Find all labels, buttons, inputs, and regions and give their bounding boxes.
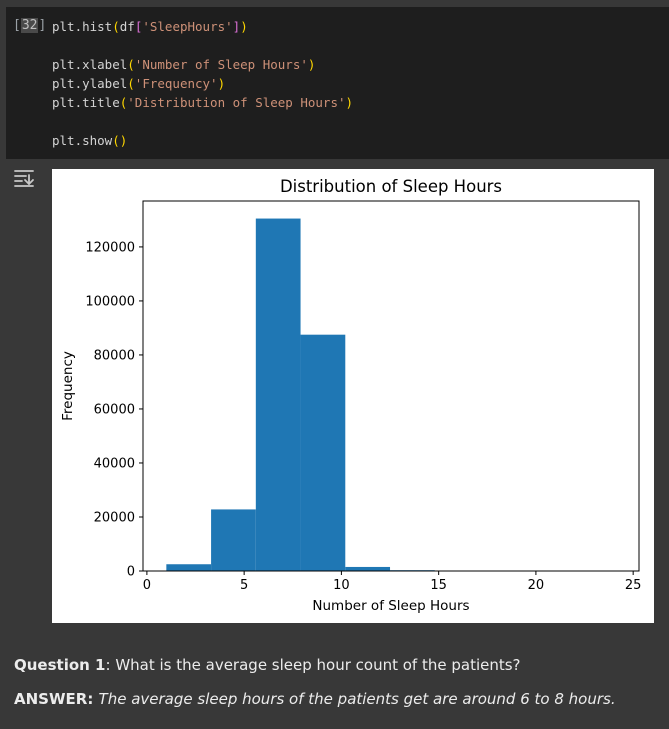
y-tick-label: 60000 <box>94 402 135 417</box>
code-line: plt.xlabel('Number of Sleep Hours') <box>52 57 316 72</box>
x-tick-label: 20 <box>528 578 545 593</box>
code-editor[interactable]: plt.hist(df['SleepHours']) plt.xlabel('Nu… <box>52 17 353 150</box>
x-axis-label: Number of Sleep Hours <box>312 598 469 614</box>
code-cell[interactable]: [32] plt.hist(df['SleepHours']) plt.xlabe… <box>6 7 669 159</box>
x-tick-label: 15 <box>430 578 447 593</box>
histogram-bar <box>345 566 391 571</box>
x-tick-label: 10 <box>333 578 350 593</box>
y-tick-label: 80000 <box>94 348 135 363</box>
y-tick-label: 40000 <box>94 456 135 471</box>
y-tick-label: 100000 <box>85 294 135 309</box>
code-line: plt.ylabel('Frequency') <box>52 76 226 91</box>
histogram-chart: 0 5 10 15 20 25 0 20000 40000 60000 80000 100000 120… <box>60 177 642 614</box>
code-line <box>52 36 353 55</box>
histogram-bar <box>300 334 346 571</box>
answer-text: ANSWER: The average sleep hours of the p… <box>14 690 616 708</box>
question-text: Question 1: What is the average sleep ho… <box>14 656 521 674</box>
histogram-bar <box>255 218 301 571</box>
x-tick-label: 25 <box>625 578 642 593</box>
histogram-plot: 0 5 10 15 20 25 0 20000 40000 60000 80000 100000 120… <box>52 169 654 623</box>
x-tick-label: 0 <box>143 578 151 593</box>
y-axis-label: Frequency <box>60 351 76 421</box>
y-tick-label: 20000 <box>94 510 135 525</box>
plot-frame <box>142 200 640 572</box>
execution-count: [32] <box>13 18 47 33</box>
output-toggle-icon[interactable] <box>12 166 36 190</box>
y-tick-label: 120000 <box>85 240 135 255</box>
histogram-bar <box>211 509 256 571</box>
histogram-bar <box>166 564 212 571</box>
code-line: plt.show() <box>52 133 128 148</box>
chart-title: Distribution of Sleep Hours <box>280 177 502 196</box>
y-tick-label: 0 <box>127 565 135 580</box>
code-line: plt.hist(df['SleepHours']) <box>52 19 248 34</box>
code-line <box>52 112 353 131</box>
x-tick-label: 5 <box>240 578 248 593</box>
code-line: plt.title('Distribution of Sleep Hours') <box>52 95 354 110</box>
